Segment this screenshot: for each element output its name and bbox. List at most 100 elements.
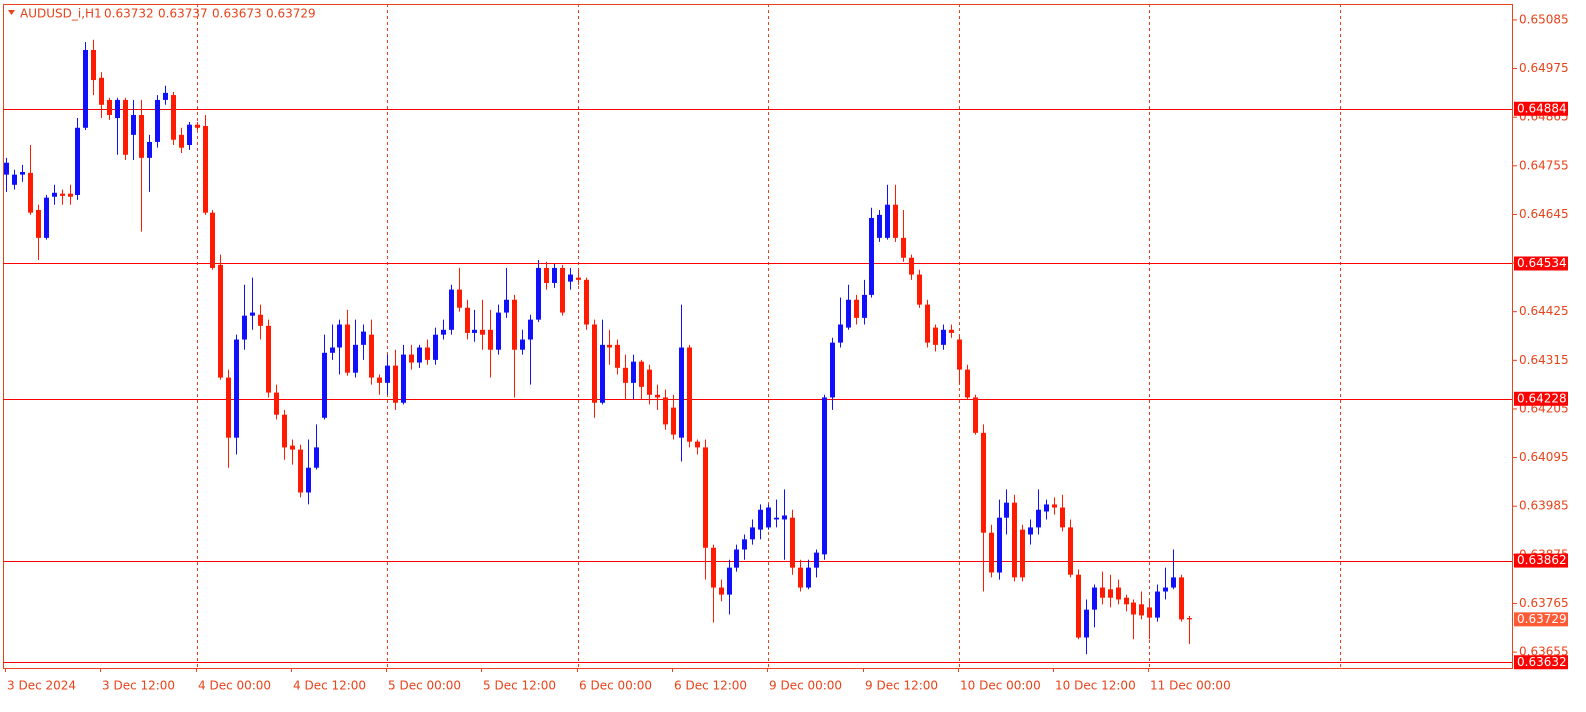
candle-body xyxy=(4,162,9,175)
candle-body xyxy=(1052,504,1057,508)
candle-body xyxy=(1020,529,1025,578)
candle-body xyxy=(60,193,65,196)
level-label: 0.64884 xyxy=(1517,101,1567,115)
candle-body xyxy=(417,347,422,363)
candle-body xyxy=(536,267,541,320)
candle-body xyxy=(75,127,80,195)
x-tick-label: 3 Dec 2024 xyxy=(7,679,76,693)
candle-body xyxy=(949,329,954,333)
candle-body xyxy=(695,441,700,448)
candle-body xyxy=(203,126,208,213)
candle-body xyxy=(639,361,644,387)
candle-body xyxy=(631,361,636,383)
y-tick-label: 0.65085 xyxy=(1519,12,1569,26)
candle-body xyxy=(20,171,25,175)
level-label: 0.64534 xyxy=(1517,256,1567,270)
candle-body xyxy=(52,192,57,197)
candle-body xyxy=(750,527,755,540)
price-label: 0.63729 xyxy=(1517,612,1567,626)
x-tick-label: 10 Dec 12:00 xyxy=(1055,679,1136,693)
candle-body xyxy=(123,99,128,155)
candle-body xyxy=(893,204,898,238)
candle-body xyxy=(480,329,485,335)
candle-body xyxy=(298,449,303,493)
y-tick-label: 0.64975 xyxy=(1519,61,1569,75)
level-label-bg xyxy=(1514,553,1568,568)
x-tick-label: 4 Dec 12:00 xyxy=(293,679,366,693)
candle-body xyxy=(68,193,73,197)
candle-body xyxy=(512,299,517,350)
header-close: 0.63729 xyxy=(266,7,316,21)
candle-body xyxy=(568,274,573,282)
candle-body xyxy=(862,294,867,318)
candle-body xyxy=(322,352,327,418)
y-tick-label: 0.64755 xyxy=(1519,158,1569,172)
candle-body xyxy=(774,517,779,520)
candle-body xyxy=(385,365,390,383)
candle-body xyxy=(425,347,430,360)
candle-body xyxy=(258,314,263,326)
candle-body xyxy=(234,339,239,438)
candle-body xyxy=(544,267,549,283)
candle-body xyxy=(330,347,335,353)
candle-body xyxy=(433,334,438,360)
candle-body xyxy=(457,289,462,308)
price-label-bg xyxy=(1514,612,1568,627)
candle-body xyxy=(607,344,612,348)
x-tick-label: 5 Dec 00:00 xyxy=(388,679,461,693)
candle-body xyxy=(933,327,938,345)
candle-body xyxy=(337,324,342,348)
candle-body xyxy=(854,299,859,318)
candle-body xyxy=(838,324,843,343)
candle-body xyxy=(1124,597,1129,605)
level-label: 0.64228 xyxy=(1517,391,1567,405)
candle-body xyxy=(592,324,597,403)
candle-body xyxy=(1163,587,1168,592)
candle-body xyxy=(12,174,17,185)
candle-body xyxy=(734,549,739,568)
candle-body xyxy=(449,289,454,330)
x-tick-label: 3 Dec 12:00 xyxy=(102,679,175,693)
candle-body xyxy=(377,377,382,383)
y-tick-label: 0.63765 xyxy=(1519,596,1569,610)
x-tick-label: 6 Dec 00:00 xyxy=(579,679,652,693)
header-open: 0.63732 xyxy=(104,7,154,21)
candle-body xyxy=(496,312,501,350)
candle-body xyxy=(1187,618,1192,620)
candle-body xyxy=(1004,502,1009,518)
candle-body xyxy=(1044,504,1049,512)
plot-frame xyxy=(3,4,1513,669)
candle-body xyxy=(1092,587,1097,610)
level-label-bg xyxy=(1514,655,1568,670)
candle-body xyxy=(719,587,724,595)
candle-body xyxy=(742,539,747,550)
candle-body xyxy=(782,515,787,520)
candle-body xyxy=(687,347,692,442)
candle-body xyxy=(99,77,104,105)
candle-body xyxy=(504,299,509,313)
candle-body xyxy=(989,532,994,573)
candle-body xyxy=(210,212,215,268)
level-label-bg xyxy=(1514,391,1568,406)
candle-body xyxy=(973,397,978,433)
candle-body xyxy=(1100,587,1105,598)
x-tick-label: 4 Dec 00:00 xyxy=(198,679,271,693)
candle-body xyxy=(290,445,295,450)
candle-body xyxy=(846,299,851,328)
candle-body xyxy=(179,134,184,148)
candle-body xyxy=(877,214,882,238)
level-label: 0.63862 xyxy=(1517,553,1567,567)
candle-body xyxy=(584,279,589,325)
candle-body xyxy=(727,567,732,595)
collapse-icon[interactable] xyxy=(8,10,15,15)
candle-body xyxy=(822,397,827,555)
candle-body xyxy=(1084,609,1089,638)
candle-body xyxy=(806,567,811,588)
x-tick-label: 5 Dec 12:00 xyxy=(483,679,556,693)
candle-body xyxy=(306,467,311,493)
candle-body xyxy=(36,210,41,238)
candle-body xyxy=(909,257,914,275)
candle-body xyxy=(1131,602,1136,615)
candle-body xyxy=(83,49,88,128)
candle-body xyxy=(1012,502,1017,578)
